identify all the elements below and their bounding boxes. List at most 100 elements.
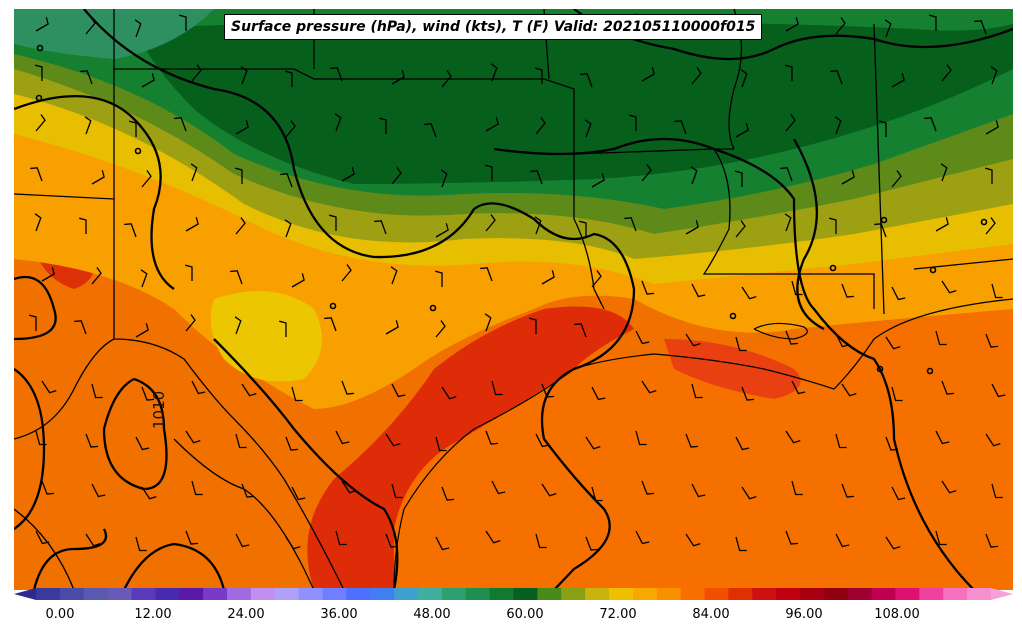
wind-barb <box>485 530 501 544</box>
colorbar-tick: 12.00 <box>134 607 172 622</box>
wind-barb <box>780 167 793 182</box>
wind-barb <box>741 486 757 500</box>
wind-barb <box>424 123 437 138</box>
wind-barb <box>134 19 142 38</box>
temp-field-yellow-island <box>210 291 322 382</box>
wind-barb <box>35 530 50 545</box>
colorbar-swatch <box>465 588 491 600</box>
wind-barb <box>835 533 850 548</box>
wind-barb <box>435 270 443 287</box>
wind-barb <box>480 267 493 282</box>
wind-barb <box>241 483 255 498</box>
colorbar-swatch <box>107 588 132 600</box>
wind-barb <box>529 317 537 334</box>
colorbar-swatch <box>322 588 347 600</box>
wind-barb <box>580 73 593 88</box>
wind-barb <box>740 69 748 88</box>
wind-barb <box>641 380 657 394</box>
wind-barb <box>574 323 587 338</box>
wind-barb <box>735 220 746 238</box>
wind-barb <box>85 433 99 448</box>
wind-barb <box>985 433 1001 447</box>
wind-barb <box>935 530 947 546</box>
colorbar-tick: 0.00 <box>45 607 75 622</box>
wind-barb <box>885 436 899 451</box>
colorbar-tick: 60.00 <box>506 607 544 622</box>
wind-barb <box>535 67 543 84</box>
wind-barb <box>441 486 455 501</box>
wind-barbs <box>29 13 1006 552</box>
wind-barb <box>891 386 903 402</box>
wind-barb <box>641 67 655 82</box>
wind-barb <box>84 116 92 135</box>
wind-barb <box>884 19 892 38</box>
wind-barb <box>990 66 998 85</box>
wind-barb <box>579 220 587 237</box>
wind-barb <box>235 533 250 548</box>
wind-barb <box>280 173 293 188</box>
wind-barb <box>190 163 198 182</box>
colorbar-tick: 108.00 <box>874 607 920 622</box>
wind-barb <box>284 219 292 238</box>
colorbar-tick: 96.00 <box>785 607 823 622</box>
wind-barb <box>685 533 701 547</box>
wind-barb <box>691 383 703 399</box>
wind-barb <box>485 117 499 132</box>
wind-barb <box>141 386 155 401</box>
wind-barb <box>941 380 955 395</box>
colorbar-swatch <box>179 588 204 600</box>
wind-barb <box>835 17 846 35</box>
wind-barb <box>91 170 105 185</box>
colorbar-tick: 24.00 <box>227 607 265 622</box>
wind-barb <box>829 217 837 234</box>
wind-barb <box>841 170 855 185</box>
wind-barb <box>941 480 957 494</box>
wind-barb <box>285 536 301 550</box>
colorbar-swatch <box>83 588 109 600</box>
wind-barb <box>230 270 243 285</box>
wind-barb <box>785 530 799 545</box>
colorbar-swatch <box>131 588 156 600</box>
wind-barb <box>491 380 503 396</box>
wind-barb <box>535 433 550 448</box>
map-canvas <box>14 9 1013 590</box>
colorbar-swatch <box>585 588 610 600</box>
wind-barb <box>30 167 43 182</box>
wind-barb <box>841 283 855 298</box>
wind-barb <box>41 480 55 495</box>
calm-station-circles <box>35 44 988 375</box>
wind-barb <box>835 433 847 449</box>
wind-barb <box>935 430 950 445</box>
wind-barb <box>874 223 887 238</box>
colorbar-swatch <box>561 588 586 600</box>
wind-barb <box>735 336 747 352</box>
wind-barb <box>385 533 399 548</box>
wind-barb <box>391 383 406 398</box>
wind-barb <box>291 386 303 402</box>
wind-barb <box>285 70 293 87</box>
wind-barb <box>135 436 150 451</box>
wind-barb <box>391 70 405 85</box>
wind-barb <box>485 214 496 232</box>
wind-barb <box>535 117 546 135</box>
weather-map: 1010 <box>14 9 1013 590</box>
wind-barb <box>285 120 296 138</box>
wind-barb <box>985 333 999 348</box>
wind-barb <box>985 120 999 135</box>
wind-barb <box>74 320 87 335</box>
colorbar-swatch <box>847 588 873 600</box>
colorbar-swatch <box>704 588 729 600</box>
wind-barb <box>435 320 446 338</box>
wind-barb <box>735 436 750 451</box>
wind-barb <box>41 267 55 282</box>
wind-barb <box>379 117 387 134</box>
wind-barb <box>841 383 857 397</box>
wind-barb <box>541 383 555 398</box>
map-title: Surface pressure (hPa), wind (kts), T (F… <box>224 14 763 40</box>
wind-barb <box>624 217 637 232</box>
colorbar-swatch <box>776 588 801 600</box>
wind-barb <box>235 120 249 135</box>
colorbar-swatch <box>943 588 968 600</box>
wind-barb <box>785 430 801 444</box>
wind-barb <box>940 163 948 182</box>
